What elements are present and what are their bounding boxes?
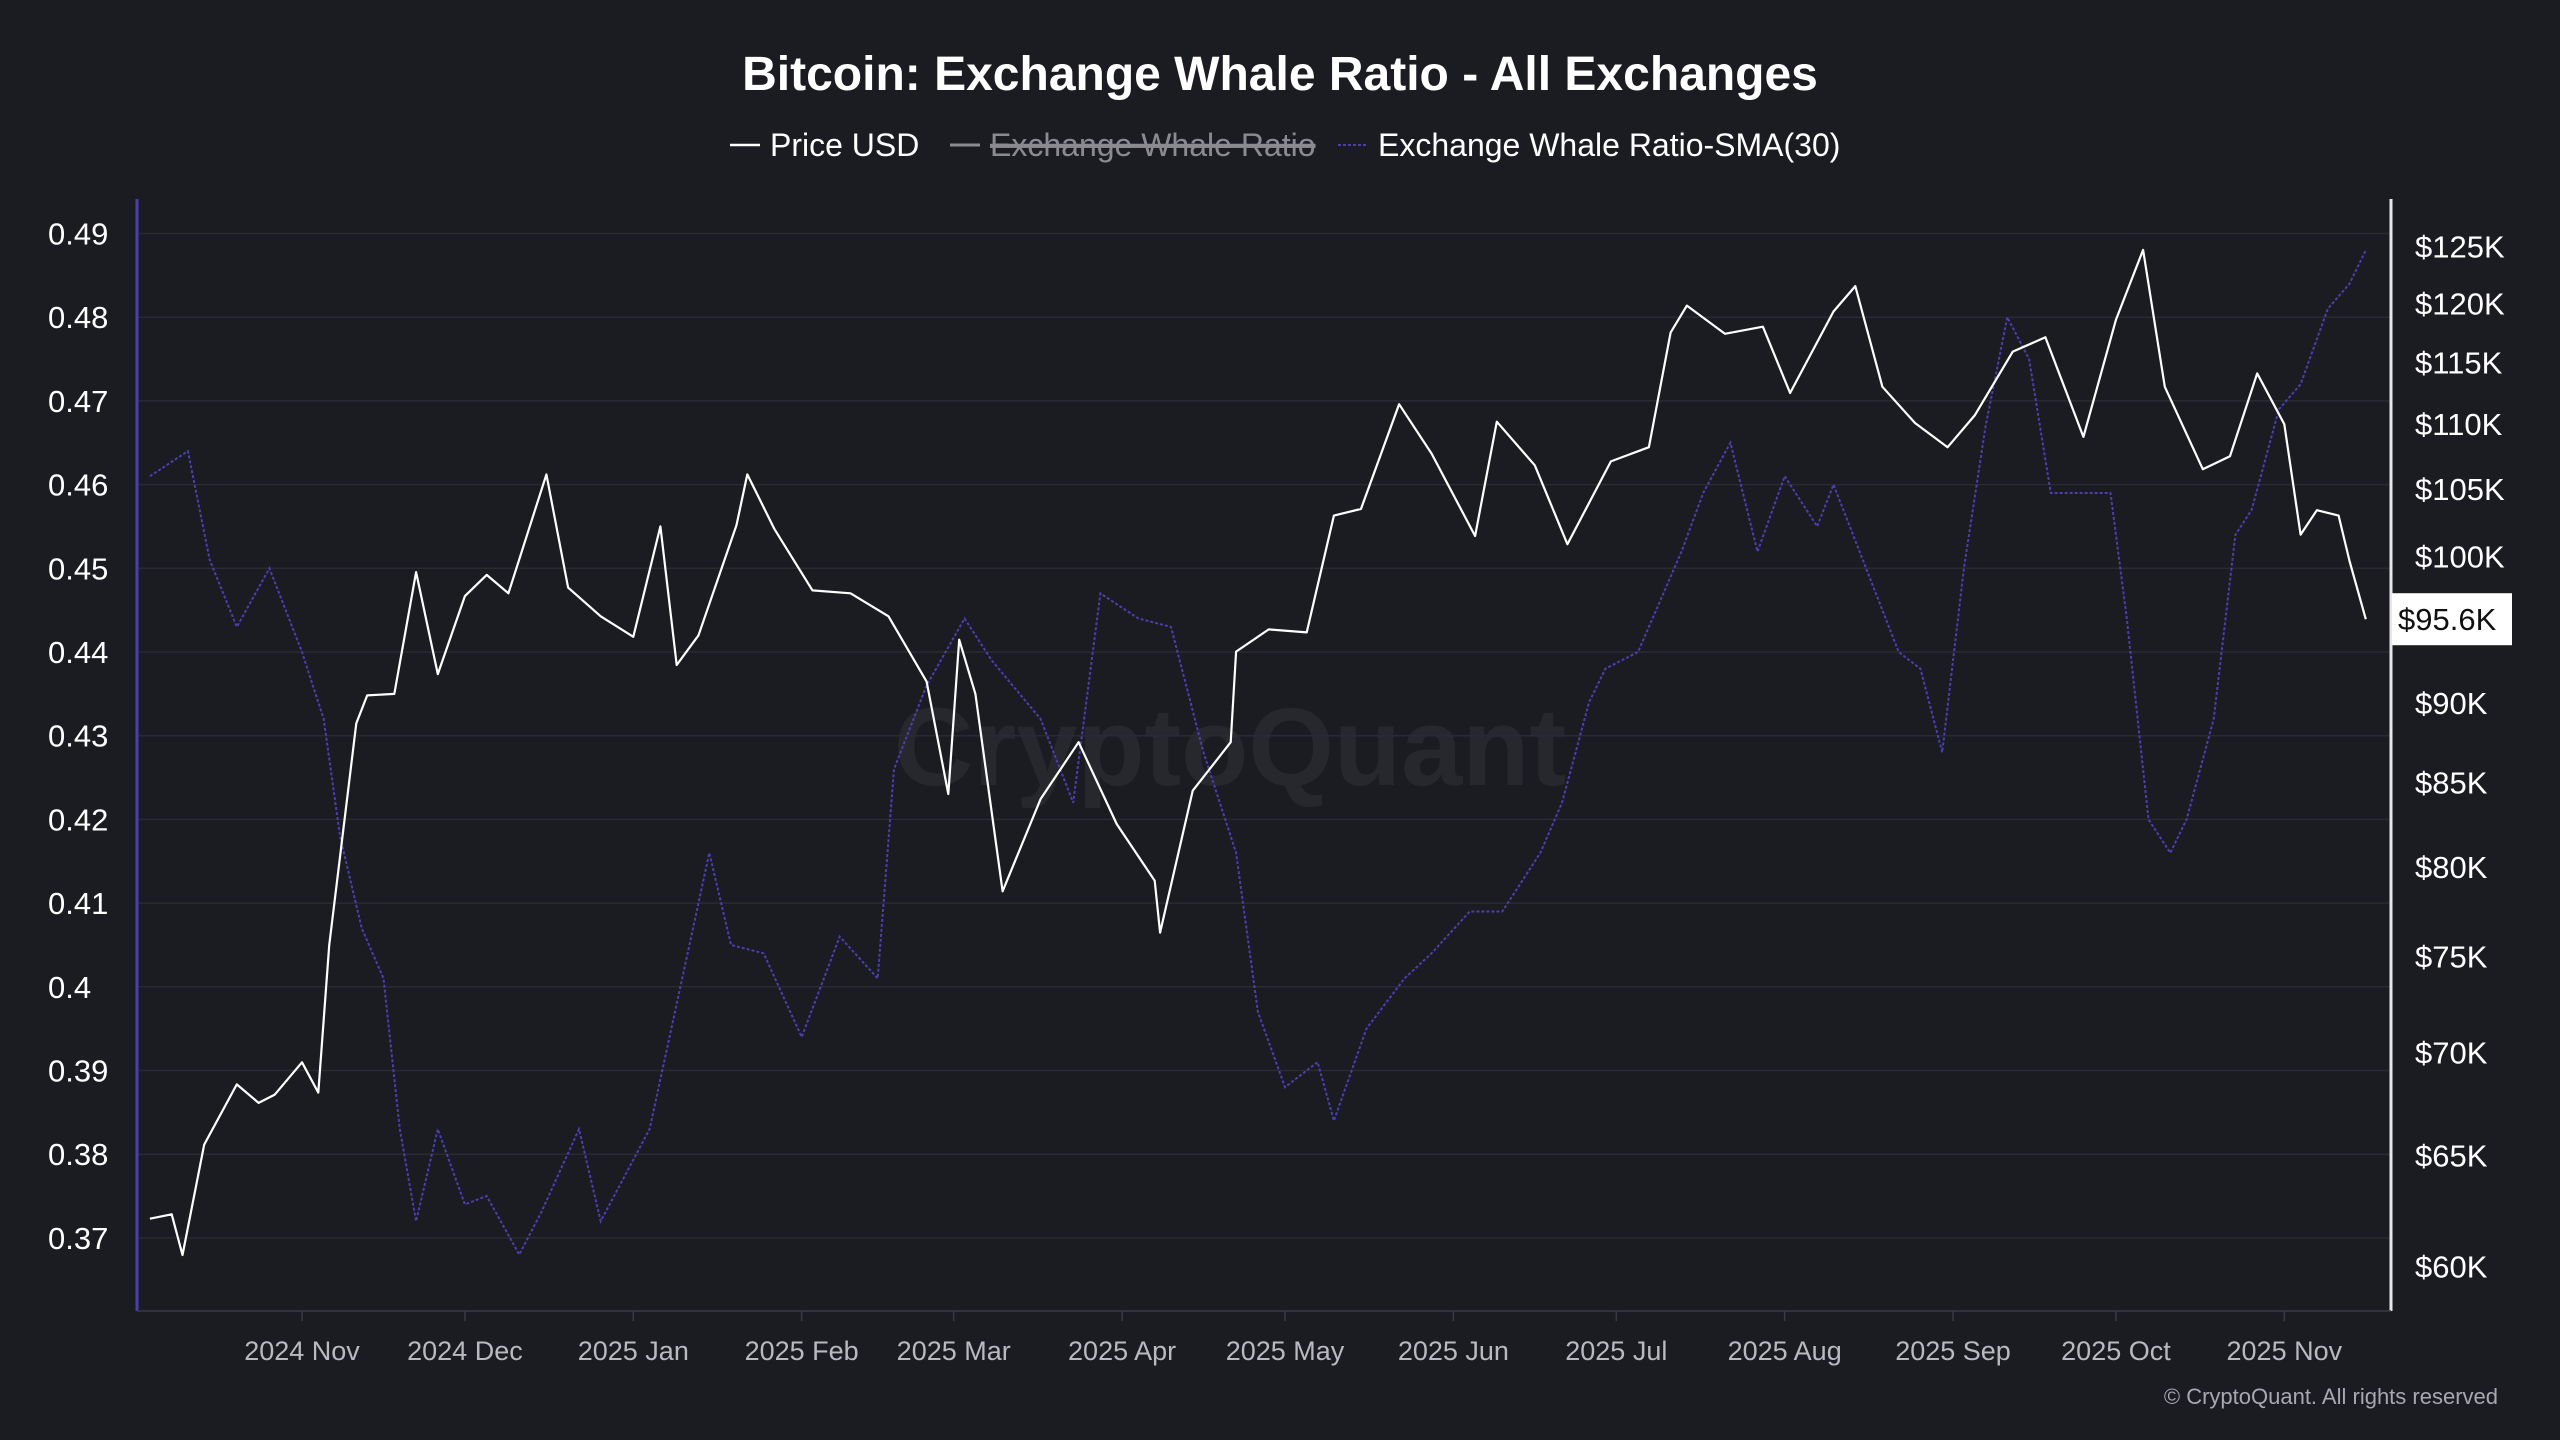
left-tick-label: 0.45 <box>48 551 108 586</box>
right-tick-label: $90K <box>2415 686 2488 721</box>
right-tick-label: $100K <box>2415 540 2505 575</box>
right-tick-label: $70K <box>2415 1035 2488 1070</box>
left-tick-label: 0.38 <box>48 1137 108 1172</box>
right-tick-label: $125K <box>2415 230 2505 265</box>
x-tick-label: 2025 Aug <box>1728 1336 1842 1366</box>
current-price-badge: $95.6K <box>2392 593 2512 646</box>
svg-text:$95.6K: $95.6K <box>2398 602 2497 637</box>
right-tick-label: $110K <box>2415 407 2503 442</box>
x-tick-label: 2024 Dec <box>407 1336 523 1366</box>
right-tick-label: $65K <box>2415 1138 2488 1173</box>
x-tick-label: 2025 Apr <box>1068 1336 1176 1366</box>
chart-title: Bitcoin: Exchange Whale Ratio - All Exch… <box>742 48 1818 101</box>
legend-item-sma[interactable]: Exchange Whale Ratio-SMA(30) <box>1338 127 1840 163</box>
right-tick-label: $105K <box>2415 472 2505 507</box>
left-tick-label: 0.46 <box>48 468 108 503</box>
copyright: © CryptoQuant. All rights reserved <box>2164 1384 2498 1409</box>
right-tick-label: $85K <box>2415 766 2488 801</box>
left-tick-label: 0.49 <box>48 217 108 252</box>
legend-item-price[interactable]: Price USD <box>730 127 919 163</box>
x-tick-label: 2025 Mar <box>897 1336 1011 1366</box>
x-tick-label: 2024 Nov <box>244 1336 360 1366</box>
grid <box>137 232 2391 1239</box>
right-tick-label: $115K <box>2415 345 2503 380</box>
left-tick-label: 0.42 <box>48 802 108 837</box>
x-tick-label: 2025 Jun <box>1398 1336 1509 1366</box>
svg-text:Exchange Whale Ratio-SMA(30): Exchange Whale Ratio-SMA(30) <box>1378 127 1840 163</box>
x-tick-label: 2025 Nov <box>2227 1336 2343 1366</box>
left-tick-label: 0.4 <box>48 970 91 1005</box>
left-tick-label: 0.44 <box>48 635 108 670</box>
x-tick-label: 2025 Feb <box>745 1336 859 1366</box>
left-tick-label: 0.37 <box>48 1221 108 1256</box>
x-tick-label: 2025 Sep <box>1895 1336 2011 1366</box>
legend: Price USD Exchange Whale Ratio Exchange … <box>730 127 1840 163</box>
x-tick-label: 2025 Oct <box>2061 1336 2171 1366</box>
x-tick-label: 2025 Jul <box>1565 1336 1667 1366</box>
right-tick-label: $120K <box>2415 286 2505 321</box>
left-tick-label: 0.43 <box>48 719 108 754</box>
left-tick-label: 0.47 <box>48 384 108 419</box>
right-tick-label: $80K <box>2415 850 2488 885</box>
right-tick-label: $60K <box>2415 1250 2488 1285</box>
x-tick-label: 2025 May <box>1226 1336 1345 1366</box>
left-tick-label: 0.39 <box>48 1054 108 1089</box>
series-line-sma30 <box>149 249 2367 1257</box>
left-tick-label: 0.48 <box>48 300 108 335</box>
legend-item-whale-ratio[interactable]: Exchange Whale Ratio <box>950 127 1316 163</box>
series-line-price <box>149 248 2367 1257</box>
right-tick-label: $75K <box>2415 939 2488 974</box>
left-tick-label: 0.41 <box>48 886 108 921</box>
watermark: CryptoQuant <box>894 686 1566 809</box>
x-tick-label: 2025 Jan <box>578 1336 689 1366</box>
svg-text:Price USD: Price USD <box>770 127 919 163</box>
